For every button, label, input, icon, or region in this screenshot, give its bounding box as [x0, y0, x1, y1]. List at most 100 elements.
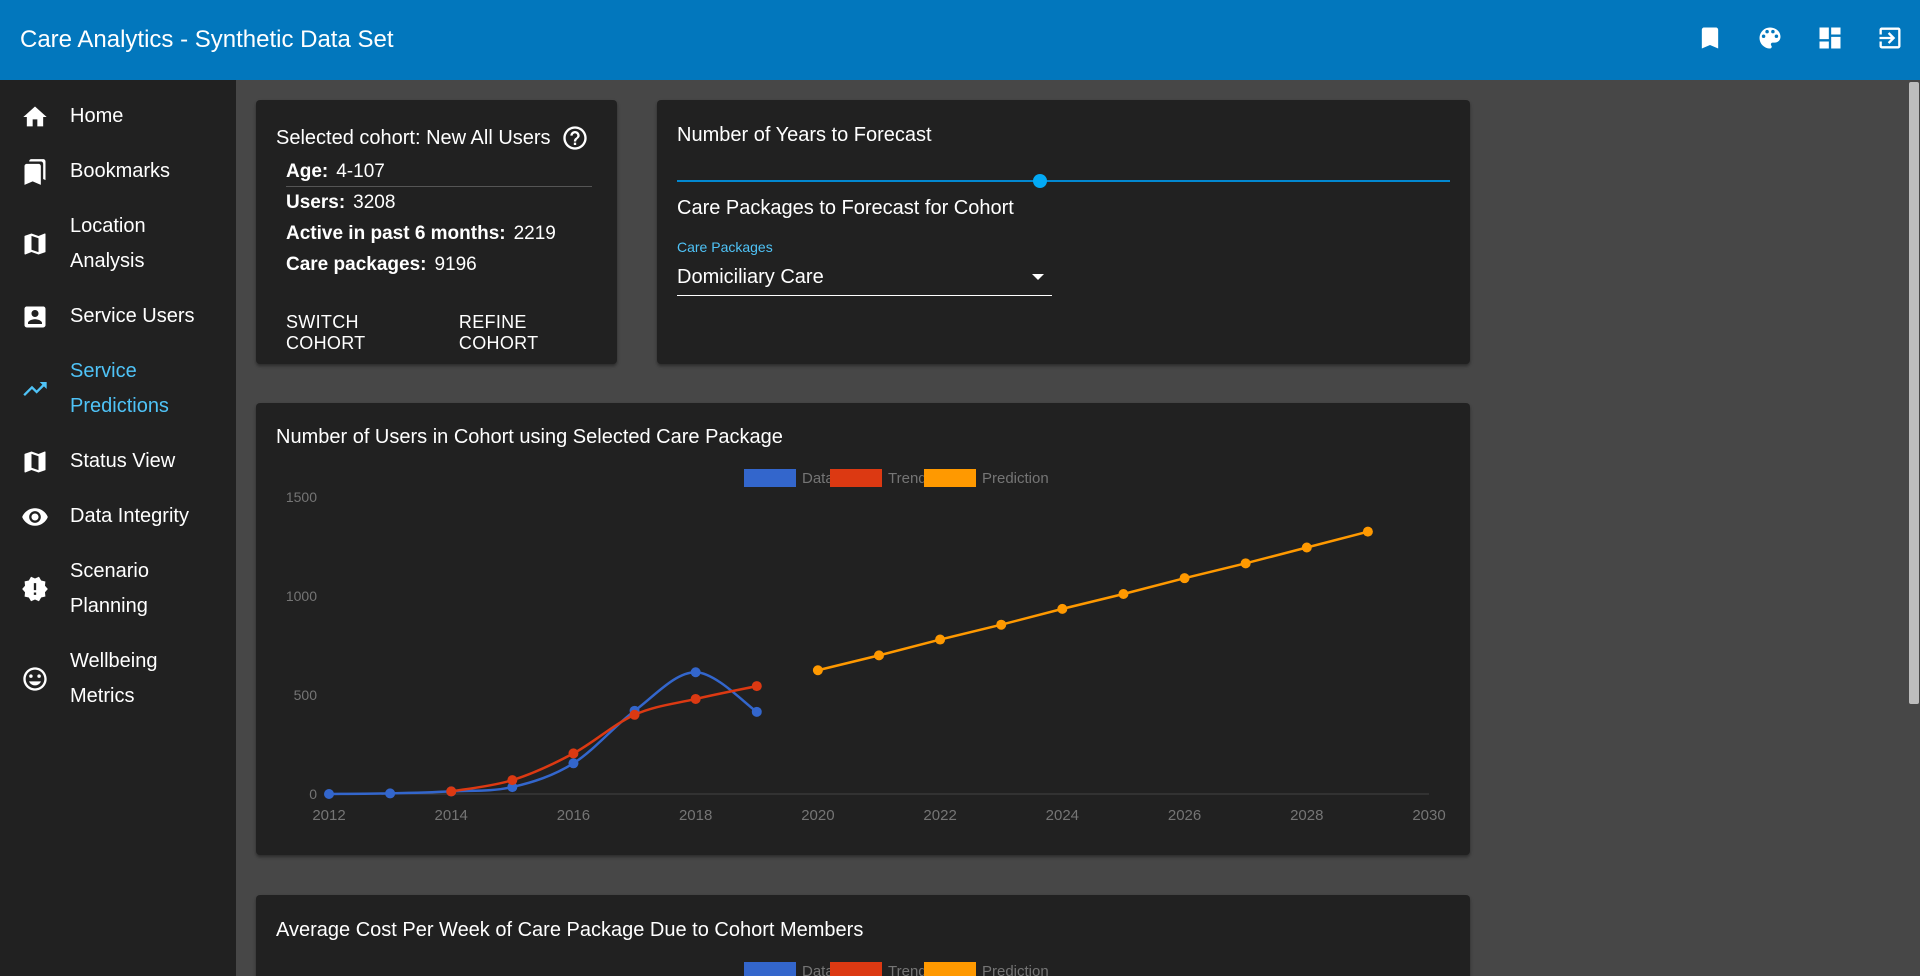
data-point-trend[interactable] — [690, 693, 701, 704]
forecast-card: Number of Years to Forecast Care Package… — [657, 100, 1470, 364]
data-point-data[interactable] — [507, 782, 518, 793]
legend-swatch-trend — [830, 962, 882, 976]
x-tick-label: 2028 — [1290, 807, 1323, 824]
sidebar-item-label: Location Analysis — [70, 215, 146, 272]
data-point-data[interactable] — [324, 789, 334, 799]
switch-cohort-button[interactable]: SWITCH COHORT — [286, 312, 366, 353]
data-point-trend[interactable] — [507, 775, 518, 786]
data-point-trend[interactable] — [751, 681, 762, 692]
data-point-prediction[interactable] — [874, 650, 884, 661]
data-point-prediction[interactable] — [1240, 558, 1251, 569]
users-label: Users: — [286, 192, 346, 213]
theme-button[interactable] — [1740, 10, 1800, 70]
legend-label-data: Data — [802, 963, 834, 976]
sidebar-item-label: Scenario Planning — [70, 560, 149, 617]
age-row: Age: 4-107 — [286, 156, 592, 187]
data-point-trend[interactable] — [446, 786, 457, 797]
sidebar-item-home[interactable]: Home — [0, 99, 220, 134]
sidebar-item-wellbeing-metrics[interactable]: Wellbeing Metrics — [0, 644, 220, 714]
app-title: Care Analytics - Synthetic Data Set — [20, 26, 394, 53]
legend-label-trend: Trend — [888, 963, 927, 976]
data-point-data[interactable] — [568, 758, 579, 769]
legend-swatch-data — [744, 469, 796, 487]
users-chart: 0 500 1000 1500 2012 2014 2016 2018 2020 2022 2024… — [286, 469, 1446, 824]
y-tick-label: 0 — [309, 786, 317, 802]
legend-swatch-trend — [830, 469, 882, 487]
data-point-prediction[interactable] — [935, 634, 946, 645]
palette-icon — [1756, 24, 1784, 57]
dashboard-icon — [1816, 24, 1844, 57]
cost-chart-card: Data Trend Prediction Average Cost Per Wee… — [256, 895, 1470, 976]
scrollbar-thumb[interactable] — [1909, 82, 1919, 704]
legend-label-data: Data — [802, 470, 834, 487]
logout-icon — [1876, 24, 1904, 57]
sidebar-item-label: Data Integrity — [70, 505, 189, 527]
data-point-data[interactable] — [690, 667, 701, 678]
data-point-data[interactable] — [385, 788, 396, 799]
legend-swatch-data — [744, 962, 796, 976]
eye-icon — [20, 502, 50, 532]
home-icon — [20, 102, 50, 132]
slider-thumb[interactable] — [1033, 174, 1048, 188]
care-packages-select-label: Care Packages — [677, 239, 773, 255]
help-icon[interactable] — [561, 124, 589, 152]
bookmark-button[interactable] — [1680, 10, 1740, 70]
sidebar-item-service-predictions[interactable]: Service Predictions — [0, 354, 220, 424]
cohort-title: Selected cohort: New All Users — [276, 124, 589, 152]
bookmark-icon — [1696, 24, 1724, 57]
sidebar-item-bookmarks[interactable]: Bookmarks — [0, 154, 220, 189]
slider-track — [677, 180, 1450, 182]
series-line-data — [328, 670, 758, 796]
active-row: Active in past 6 months: 2219 — [286, 218, 592, 249]
sidebar-item-scenario-planning[interactable]: Scenario Planning — [0, 554, 220, 624]
sidebar-item-status-view[interactable]: Status View — [0, 444, 220, 479]
page-scrollbar[interactable] — [1908, 80, 1920, 976]
sidebar-item-data-integrity[interactable]: Data Integrity — [0, 499, 220, 534]
legend-label-prediction: Prediction — [982, 470, 1049, 487]
data-point-trend[interactable] — [568, 748, 579, 759]
map-icon — [20, 229, 50, 259]
cohort-actions: SWITCH COHORT REFINE COHORT — [276, 304, 617, 362]
refine-cohort-button[interactable]: REFINE COHORT — [458, 312, 539, 353]
data-point-prediction[interactable] — [812, 665, 823, 676]
x-tick-label: 2026 — [1168, 807, 1201, 824]
sidebar-item-label: Home — [70, 105, 124, 127]
data-point-prediction[interactable] — [996, 619, 1007, 630]
years-slider[interactable] — [677, 174, 1450, 188]
x-tick-label: 2022 — [923, 807, 956, 824]
data-point-trend[interactable] — [629, 709, 640, 720]
active-value: 2219 — [513, 223, 556, 244]
age-value: 4-107 — [336, 161, 385, 182]
data-point-prediction[interactable] — [1118, 589, 1129, 600]
data-point-prediction[interactable] — [1362, 526, 1373, 537]
cohort-card: Selected cohort: New All Users Age: 4-107… — [256, 100, 617, 364]
chart-title: Number of Users in Cohort using Selected… — [276, 426, 783, 448]
y-tick-label: 500 — [294, 687, 318, 703]
appbar-actions — [1680, 0, 1920, 80]
legend-swatch-prediction — [924, 469, 976, 487]
sidebar-item-label: Wellbeing Metrics — [70, 650, 158, 707]
trending-up-icon — [20, 374, 50, 404]
app-bar: Care Analytics - Synthetic Data Set — [0, 0, 1920, 80]
sidebar-item-location-analysis[interactable]: Location Analysis — [0, 209, 220, 279]
bookmarks-icon — [20, 157, 50, 187]
dashboard-button[interactable] — [1800, 10, 1860, 70]
data-point-prediction[interactable] — [1057, 603, 1068, 614]
x-tick-label: 2012 — [312, 807, 345, 824]
data-point-data[interactable] — [751, 706, 762, 717]
cost-chart-title: Average Cost Per Week of Care Package Du… — [276, 919, 864, 941]
years-label: Number of Years to Forecast — [677, 124, 932, 146]
map-icon — [20, 447, 50, 477]
care-packages-select[interactable]: Domiciliary Care — [677, 262, 1052, 296]
data-point-prediction[interactable] — [1179, 573, 1190, 584]
age-label: Age: — [286, 161, 329, 182]
data-point-prediction[interactable] — [1301, 542, 1312, 553]
active-label: Active in past 6 months: — [286, 223, 506, 244]
x-tick-label: 2030 — [1412, 807, 1445, 824]
legend-swatch-prediction — [924, 962, 976, 976]
logout-button[interactable] — [1860, 10, 1920, 70]
sidebar-item-label: Bookmarks — [70, 160, 171, 182]
sidebar-item-service-users[interactable]: Service Users — [0, 299, 220, 334]
users-chart-card: 0 500 1000 1500 2012 2014 2016 2018 2020 2022 2024… — [256, 403, 1470, 855]
alert-badge-icon — [20, 574, 50, 604]
